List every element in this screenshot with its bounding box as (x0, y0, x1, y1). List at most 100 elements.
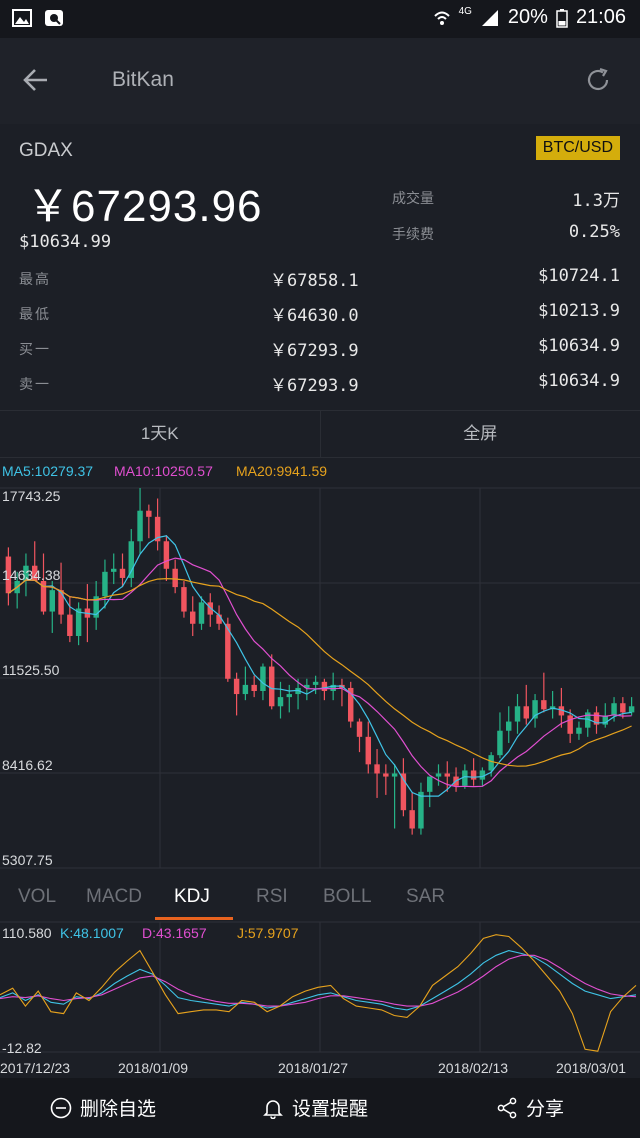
candle-body (427, 776, 433, 792)
candle-body (172, 568, 178, 588)
candle-body (216, 614, 222, 624)
candle-body (163, 541, 170, 569)
candle-body (514, 706, 521, 722)
price-usd: $10634.99 (19, 232, 112, 252)
low-label: 最低 (19, 306, 51, 322)
candle-body (93, 596, 99, 618)
kdj-legend-item: D:43.1657 (142, 925, 207, 941)
ma-legend-item: MA10:10250.57 (114, 463, 213, 479)
candle-body (409, 810, 415, 829)
candle-body (620, 703, 626, 713)
candle-body (49, 590, 55, 612)
kdj-k-line (0, 950, 637, 1011)
candle-body (251, 684, 257, 692)
high-usd: $10724.1 (538, 266, 620, 286)
candle-body (523, 706, 529, 719)
x-axis-label: 2017/12/23 (0, 1060, 70, 1076)
candle-body (576, 727, 582, 734)
app-title: BitKan (112, 68, 174, 91)
wifi-icon (433, 11, 450, 25)
remove-favorite-button[interactable]: 删除自选 (50, 1094, 156, 1121)
bottom-action-bar: 删除自选 设置提醒 分享 (0, 1078, 640, 1138)
y-tick-label: 17743.25 (2, 488, 61, 504)
candle-body (304, 684, 310, 688)
ask-label: 卖一 (19, 376, 51, 392)
candle-body (391, 773, 398, 777)
tab-kdj[interactable]: KDJ (174, 886, 210, 907)
candle-body (277, 697, 284, 707)
candle-body (418, 791, 424, 829)
clock: 21:06 (575, 6, 626, 28)
candle-body (365, 736, 371, 765)
ma-legend-item: MA20:9941.59 (236, 463, 327, 479)
gallery-notification-icon (12, 9, 32, 27)
ask-cny: ￥67293.9 (270, 376, 359, 396)
ma-legend-item: MA5:10279.37 (2, 463, 93, 479)
back-arrow-icon[interactable] (20, 64, 52, 96)
tab-rsi[interactable]: RSI (256, 886, 288, 907)
share-icon (497, 1097, 517, 1118)
volume-label: 成交量 (392, 190, 434, 206)
candle-body (602, 715, 608, 725)
candle-body (321, 681, 328, 692)
bid-label: 买一 (19, 341, 51, 357)
pair-badge[interactable]: BTC/USD (535, 136, 620, 160)
indicator-tabs: VOL MACD KDJ RSI BOLL SAR (0, 876, 640, 920)
period-button[interactable]: 1天K (140, 424, 179, 443)
exchange-name: GDAX (19, 140, 73, 161)
kdj-j-line (0, 934, 637, 1052)
candle-body (233, 678, 240, 695)
refresh-icon[interactable] (584, 66, 612, 94)
tab-boll[interactable]: BOLL (323, 886, 372, 907)
candle-body (532, 700, 538, 719)
candle-body (137, 510, 143, 542)
candle-body (67, 614, 73, 636)
candle-body (119, 568, 126, 578)
kdj-min-label: -12.82 (2, 1040, 42, 1056)
fullscreen-button[interactable]: 全屏 (319, 411, 640, 457)
price-cny: ￥67293.96 (26, 182, 263, 231)
share-button[interactable]: 分享 (496, 1094, 564, 1121)
high-label: 最高 (19, 271, 51, 287)
candle-body (356, 721, 363, 737)
chart-toggle-bar: 1天K 全屏 (0, 410, 640, 458)
network-type: 4G (458, 6, 472, 17)
low-usd: $10213.9 (538, 301, 620, 321)
candle-body (628, 706, 635, 713)
candle-body (286, 694, 292, 698)
kdj-legend-item: J:57.9707 (237, 925, 299, 941)
kdj-legend-item: K:48.1007 (60, 925, 124, 941)
candle-body (497, 730, 503, 756)
set-alert-button[interactable]: 设置提醒 (262, 1094, 368, 1121)
high-cny: ￥67858.1 (270, 271, 359, 291)
battery-icon (556, 8, 568, 28)
candle-body (585, 712, 591, 728)
y-tick-label: 5307.75 (2, 852, 53, 868)
candle-body (128, 541, 134, 578)
candle-body (102, 571, 108, 597)
set-alert-label: 设置提醒 (292, 1099, 369, 1120)
tab-sar[interactable]: SAR (406, 886, 446, 907)
tab-macd[interactable]: MACD (86, 886, 142, 907)
candle-body (506, 721, 512, 731)
low-cny: ￥64630.0 (270, 306, 359, 326)
x-axis-label: 2018/02/13 (438, 1060, 508, 1076)
candle-body (348, 687, 354, 722)
candle-body (400, 773, 407, 811)
candle-body (260, 666, 266, 692)
x-axis-label: 2018/01/09 (118, 1060, 188, 1076)
candle-body (470, 770, 477, 780)
candle-body (32, 565, 38, 581)
candle-body (225, 623, 231, 679)
candle-body (75, 608, 82, 636)
candle-body (444, 773, 450, 777)
candle-body (374, 764, 380, 774)
ma10-line (8, 557, 632, 788)
kline-chart[interactable]: MA5:10279.37 MA10:10250.57 MA20:9941.59 177… (0, 460, 640, 1078)
candle-body (488, 755, 494, 771)
remove-favorite-label: 删除自选 (80, 1099, 157, 1120)
ticker-panel: GDAX BTC/USD ￥67293.96 $10634.99 成交量 1.3… (0, 126, 640, 408)
signal-icon (481, 9, 498, 26)
ma20-line (8, 577, 632, 767)
tab-vol[interactable]: VOL (18, 886, 57, 907)
